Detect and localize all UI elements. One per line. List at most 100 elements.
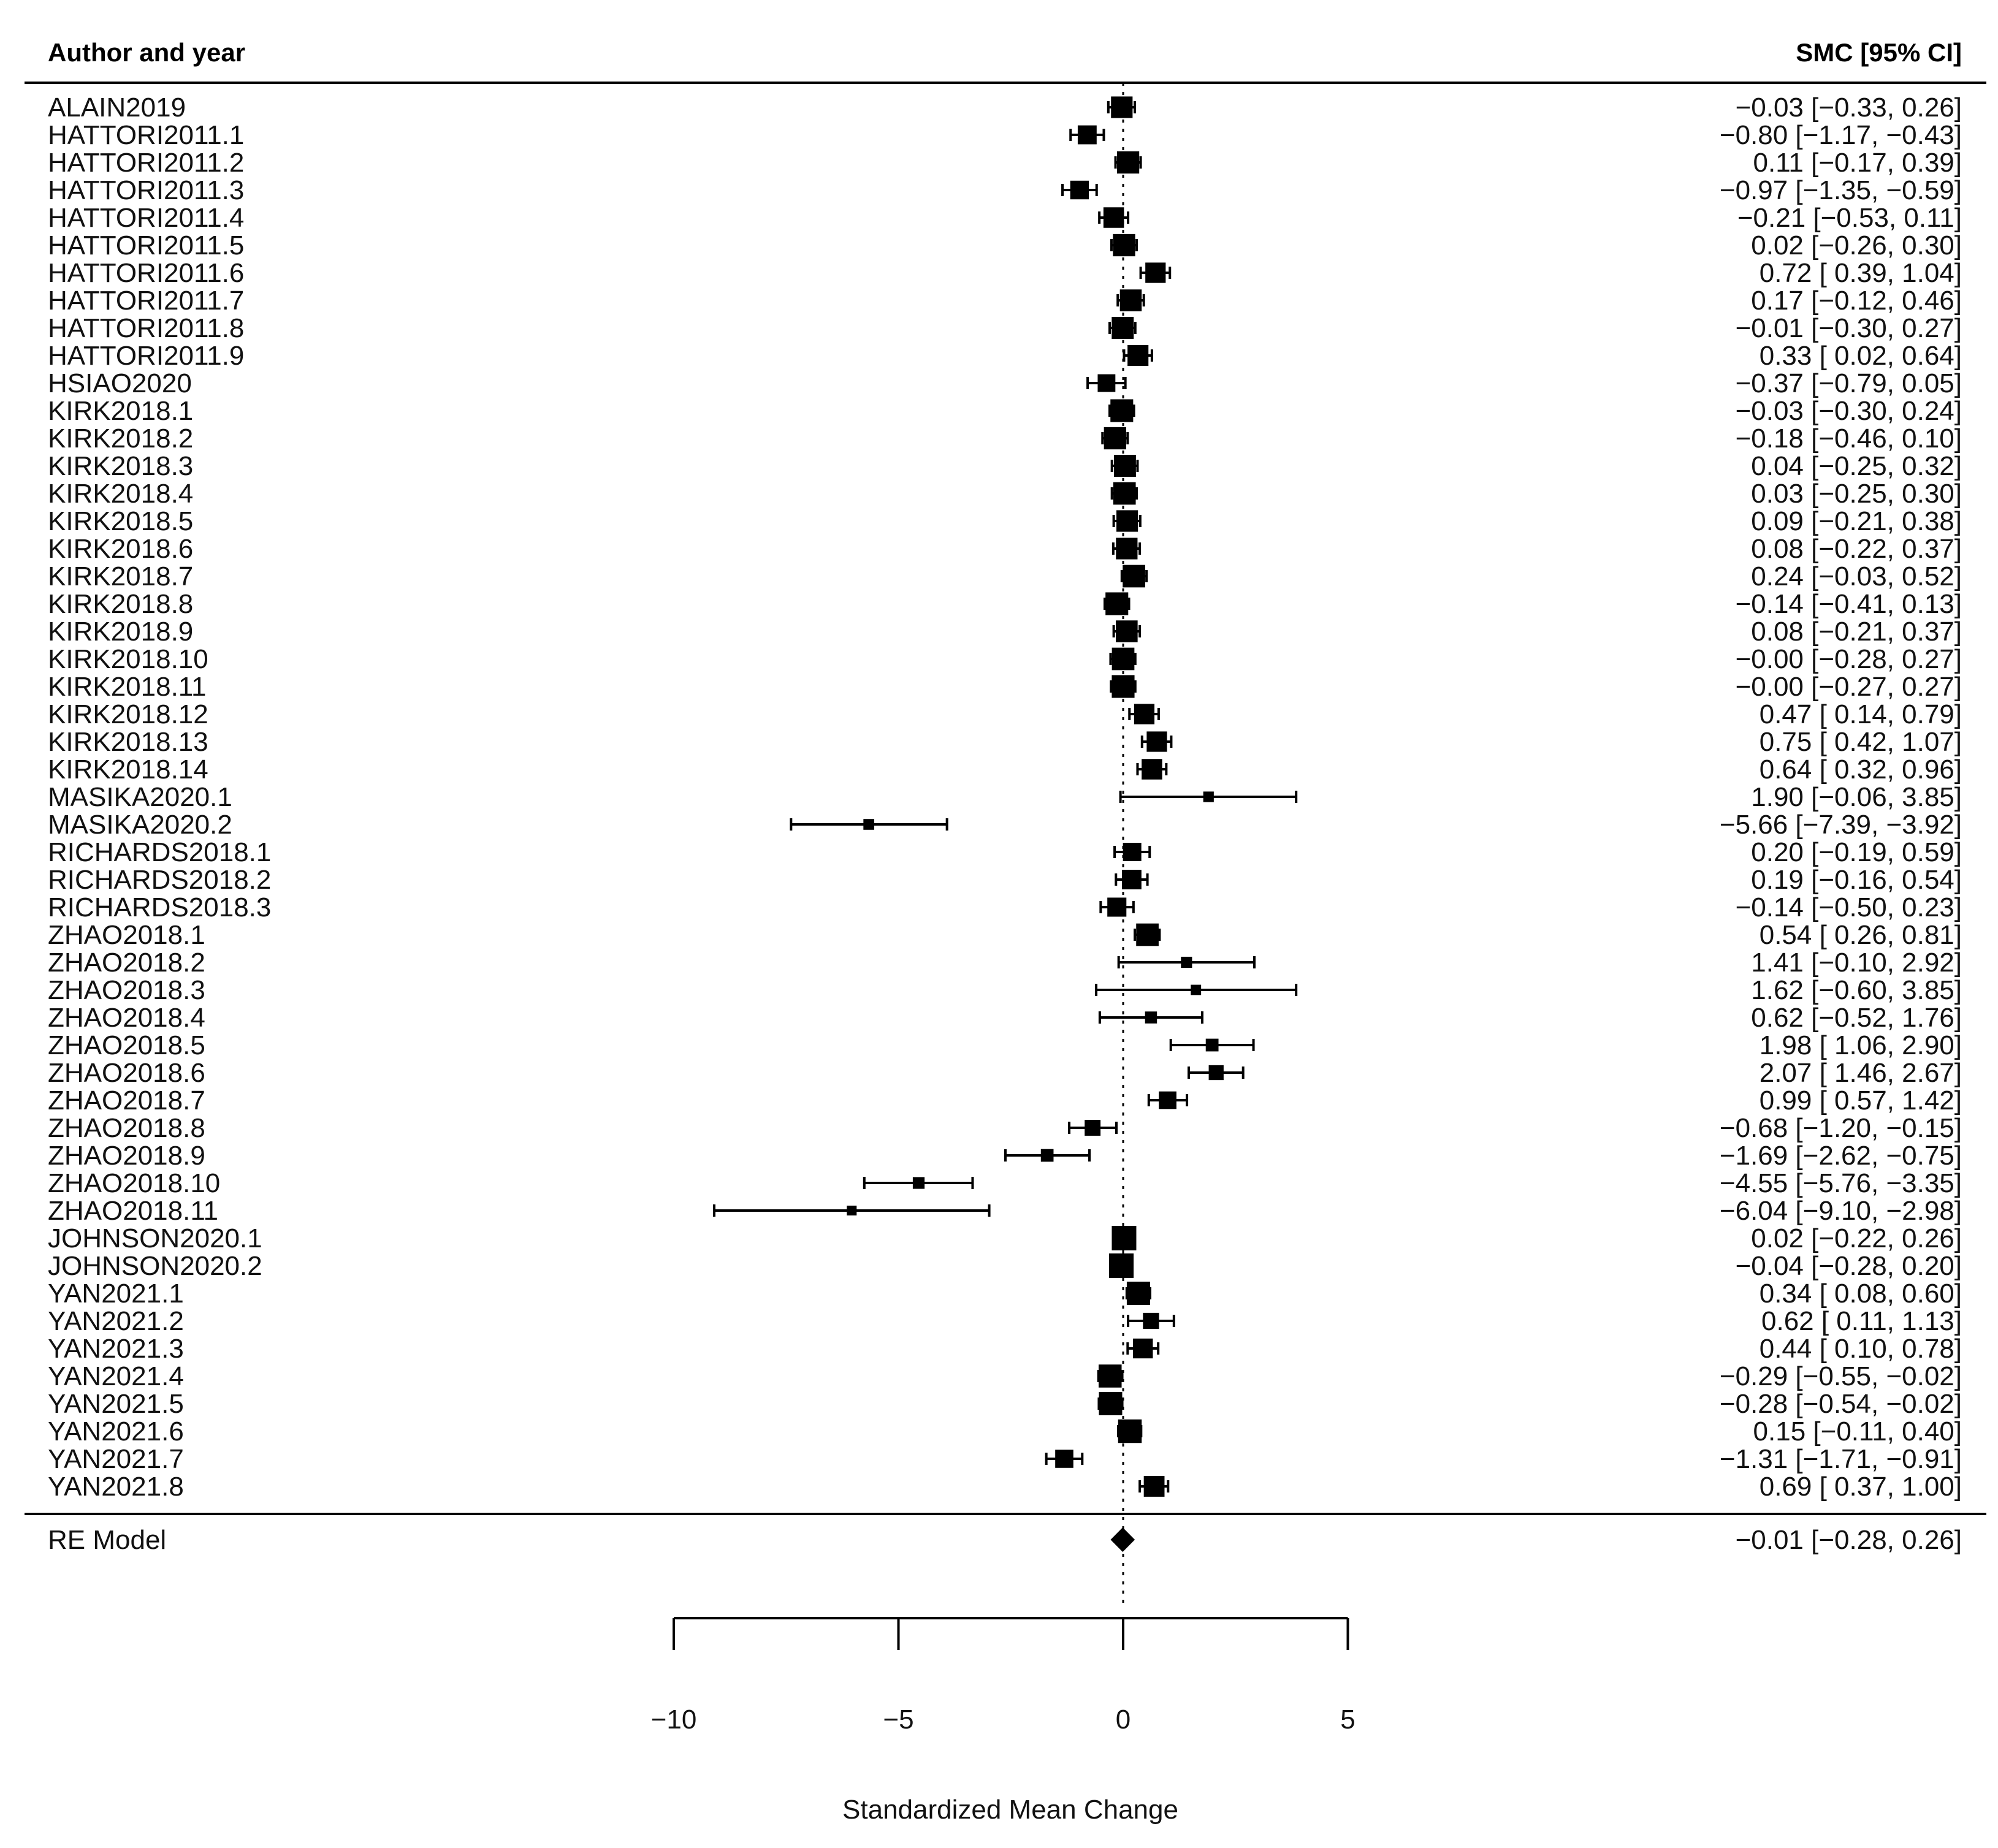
point-estimate (1191, 984, 1202, 995)
point-estimate (1111, 647, 1135, 671)
point-estimate (1119, 289, 1142, 311)
study-label: ZHAO2018.5 (48, 1030, 205, 1060)
summary-diamond (1110, 1527, 1135, 1552)
point-estimate (1097, 374, 1116, 392)
study-row: YAN2021.2 0.62 [ 0.11, 1.13] (48, 1306, 1962, 1336)
study-row: YAN2021.8 0.69 [ 0.37, 1.00] (48, 1472, 1962, 1502)
study-label: KIRK2018.7 (48, 561, 193, 591)
study-smc-ci: 0.62 [ 0.11, 1.13] (1761, 1306, 1962, 1336)
point-estimate (1203, 791, 1214, 802)
study-row: KIRK2018.11 −0.00 [−0.27, 0.27] (48, 672, 1962, 702)
study-label: ZHAO2018.4 (48, 1003, 205, 1033)
study-row: ZHAO2018.9 −1.69 [−2.62, −0.75] (48, 1141, 1962, 1171)
study-smc-ci: −0.37 [−0.79, 0.05] (1736, 368, 1962, 398)
study-label: RICHARDS2018.3 (48, 892, 271, 922)
study-row: KIRK2018.1 −0.03 [−0.30, 0.24] (48, 396, 1962, 426)
point-estimate (1133, 1338, 1153, 1359)
study-row: HATTORI2011.1 −0.80 [−1.17, −0.43] (48, 120, 1962, 150)
study-label: KIRK2018.11 (48, 672, 206, 702)
summary-smc-ci: −0.01 [−0.28, 0.26] (1736, 1525, 1962, 1555)
study-row: ZHAO2018.8 −0.68 [−1.20, −0.15] (48, 1113, 1962, 1143)
study-label: KIRK2018.12 (48, 699, 208, 729)
study-label: HATTORI2011.5 (48, 230, 244, 260)
study-smc-ci: 1.98 [ 1.06, 2.90] (1760, 1030, 1962, 1060)
study-smc-ci: 2.07 [ 1.46, 2.67] (1760, 1058, 1962, 1088)
study-row: MASIKA2020.2 −5.66 [−7.39, −3.92] (48, 810, 1962, 840)
point-estimate (1118, 1419, 1142, 1443)
study-label: HATTORI2011.9 (48, 341, 244, 371)
study-smc-ci: −0.00 [−0.28, 0.27] (1736, 644, 1962, 674)
study-label: ZHAO2018.2 (48, 948, 205, 978)
header-smc-ci: SMC [95% CI] (1796, 38, 1962, 67)
study-smc-ci: 0.69 [ 0.37, 1.00] (1760, 1472, 1962, 1502)
study-label: KIRK2018.4 (48, 479, 193, 509)
study-smc-ci: 0.20 [−0.19, 0.59] (1751, 837, 1962, 867)
study-label: KIRK2018.10 (48, 644, 208, 674)
study-row: KIRK2018.7 0.24 [−0.03, 0.52] (48, 561, 1962, 591)
study-smc-ci: −1.69 [−2.62, −0.75] (1720, 1141, 1962, 1171)
point-estimate (1070, 180, 1089, 200)
study-smc-ci: −0.03 [−0.33, 0.26] (1736, 93, 1962, 123)
x-axis-label: Standardized Mean Change (842, 1795, 1178, 1825)
study-label: ZHAO2018.7 (48, 1086, 205, 1116)
point-estimate (1159, 1091, 1176, 1109)
study-label: HATTORI2011.3 (48, 175, 244, 205)
study-label: YAN2021.7 (48, 1444, 184, 1474)
study-row: ZHAO2018.4 0.62 [−0.52, 1.76] (48, 1003, 1962, 1033)
study-smc-ci: −1.31 [−1.71, −0.91] (1720, 1444, 1962, 1474)
study-label: HATTORI2011.4 (48, 203, 244, 233)
study-label: ZHAO2018.10 (48, 1168, 220, 1198)
study-smc-ci: −0.14 [−0.41, 0.13] (1736, 589, 1962, 619)
study-row: YAN2021.6 0.15 [−0.11, 0.40] (48, 1416, 1962, 1447)
study-smc-ci: 0.03 [−0.25, 0.30] (1751, 479, 1962, 509)
point-estimate (1136, 923, 1159, 946)
study-smc-ci: −0.68 [−1.20, −0.15] (1720, 1113, 1962, 1143)
point-estimate (1105, 592, 1129, 615)
point-estimate (1103, 207, 1124, 228)
study-row: KIRK2018.12 0.47 [ 0.14, 0.79] (48, 699, 1962, 729)
study-row: KIRK2018.13 0.75 [ 0.42, 1.07] (48, 727, 1962, 757)
study-smc-ci: 0.47 [ 0.14, 0.79] (1760, 699, 1962, 729)
study-label: YAN2021.6 (48, 1416, 184, 1447)
study-label: KIRK2018.6 (48, 534, 193, 564)
point-estimate (863, 819, 874, 830)
study-label: ALAIN2019 (48, 93, 186, 123)
study-smc-ci: −0.14 [−0.50, 0.23] (1736, 892, 1962, 922)
study-row: ZHAO2018.11 −6.04 [−9.10, −2.98] (48, 1196, 1962, 1226)
study-row: KIRK2018.10 −0.00 [−0.28, 0.27] (48, 644, 1962, 674)
study-row: KIRK2018.6 0.08 [−0.22, 0.37] (48, 534, 1962, 564)
point-estimate (1055, 1450, 1073, 1468)
x-tick-label: 5 (1340, 1705, 1355, 1735)
study-label: YAN2021.8 (48, 1472, 184, 1502)
study-row: KIRK2018.8 −0.14 [−0.41, 0.13] (48, 589, 1962, 619)
study-smc-ci: −0.29 [−0.55, −0.02] (1720, 1361, 1962, 1391)
study-row: KIRK2018.4 0.03 [−0.25, 0.30] (48, 479, 1962, 509)
study-label: KIRK2018.8 (48, 589, 193, 619)
study-row: ZHAO2018.7 0.99 [ 0.57, 1.42] (48, 1086, 1962, 1116)
study-row: KIRK2018.2 −0.18 [−0.46, 0.10] (48, 424, 1962, 454)
point-estimate (1146, 731, 1167, 752)
study-smc-ci: −0.28 [−0.54, −0.02] (1720, 1389, 1962, 1419)
study-label: YAN2021.1 (48, 1279, 184, 1309)
study-smc-ci: 0.75 [ 0.42, 1.07] (1760, 727, 1962, 757)
summary-row: RE Model −0.01 [−0.28, 0.26] (48, 1525, 1962, 1555)
study-smc-ci: −0.01 [−0.30, 0.27] (1736, 313, 1962, 343)
point-estimate (1143, 1476, 1165, 1497)
study-smc-ci: 0.72 [ 0.39, 1.04] (1760, 258, 1962, 288)
study-label: ZHAO2018.8 (48, 1113, 205, 1143)
point-estimate (912, 1177, 925, 1189)
study-smc-ci: 0.62 [−0.52, 1.76] (1751, 1003, 1962, 1033)
study-label: MASIKA2020.1 (48, 782, 232, 812)
x-tick-label: −10 (651, 1705, 697, 1735)
study-label: KIRK2018.2 (48, 424, 193, 454)
study-rows: ALAIN2019 −0.03 [−0.33, 0.26]HATTORI2011.… (48, 93, 1962, 1502)
study-label: HATTORI2011.7 (48, 286, 244, 316)
point-estimate (1145, 262, 1166, 283)
study-label: HATTORI2011.6 (48, 258, 244, 288)
point-estimate (1107, 897, 1127, 917)
study-smc-ci: 0.02 [−0.22, 0.26] (1751, 1223, 1962, 1253)
study-smc-ci: 0.11 [−0.17, 0.39] (1753, 148, 1962, 178)
study-row: MASIKA2020.1 1.90 [−0.06, 3.85] (48, 782, 1962, 812)
study-row: ZHAO2018.10 −4.55 [−5.76, −3.35] (48, 1168, 1962, 1198)
study-smc-ci: 0.04 [−0.25, 0.32] (1751, 451, 1962, 481)
